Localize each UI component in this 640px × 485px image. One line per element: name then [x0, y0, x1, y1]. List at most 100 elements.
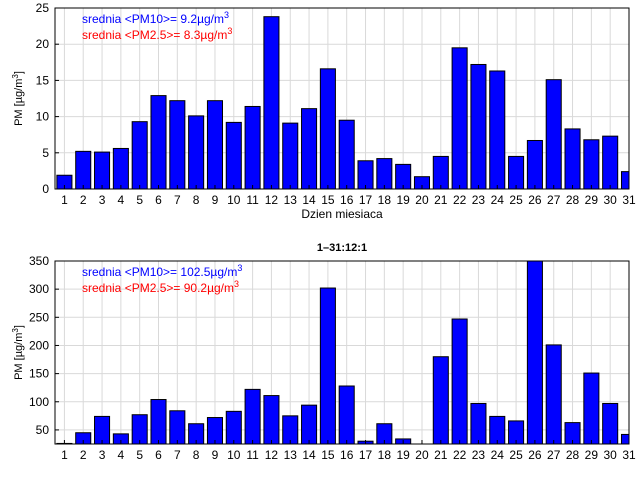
bar-day-7 — [169, 410, 186, 445]
x-tick-label: 7 — [174, 448, 181, 462]
bar-day-21 — [432, 155, 449, 190]
x-tick-label: 26 — [528, 193, 542, 207]
bar-day-6 — [150, 399, 167, 445]
x-tick-label: 5 — [136, 193, 143, 207]
x-tick-label: 25 — [509, 193, 523, 207]
bar-day-26 — [526, 260, 543, 445]
x-axis-label: Dzien miesiaca — [301, 207, 383, 221]
x-tick-label: 17 — [359, 193, 373, 207]
x-tick-label: 20 — [415, 448, 429, 462]
bar-day-18 — [376, 158, 393, 190]
x-tick-label: 24 — [491, 448, 505, 462]
bar-day-27 — [545, 344, 562, 445]
bar-day-16 — [338, 119, 355, 190]
y-tick-label: 250 — [29, 310, 49, 324]
x-tick-label: 22 — [453, 448, 467, 462]
y-tick-label: 350 — [29, 254, 49, 268]
y-tick-label: 5 — [42, 146, 49, 160]
x-tick-label: 30 — [604, 193, 618, 207]
x-tick-label: 5 — [136, 448, 143, 462]
bar-day-15 — [319, 68, 336, 190]
x-tick-label: 27 — [547, 448, 561, 462]
x-tick-label: 22 — [453, 193, 467, 207]
bar-day-10 — [225, 410, 242, 445]
x-tick-label: 29 — [585, 193, 599, 207]
bar-day-31 — [620, 171, 630, 190]
bar-day-7 — [169, 100, 186, 190]
x-tick-label: 29 — [585, 448, 599, 462]
bar-day-27 — [545, 79, 562, 190]
x-tick-label: 1 — [61, 448, 68, 462]
bar-day-8 — [188, 115, 205, 190]
x-tick-label: 15 — [321, 448, 335, 462]
x-tick-label: 9 — [212, 193, 219, 207]
bar-day-11 — [244, 105, 261, 190]
bar-day-17 — [357, 160, 374, 190]
bar-day-23 — [470, 402, 487, 445]
x-tick-label: 23 — [472, 448, 486, 462]
bar-day-13 — [282, 122, 299, 190]
x-tick-label: 3 — [99, 448, 106, 462]
y-tick-label: 50 — [36, 423, 50, 437]
x-tick-label: 14 — [302, 193, 316, 207]
x-tick-label: 13 — [284, 193, 298, 207]
x-tick-label: 16 — [340, 448, 354, 462]
x-tick-label: 8 — [193, 193, 200, 207]
y-tick-label: 0 — [42, 182, 49, 196]
bar-day-14 — [301, 108, 318, 190]
bar-day-3 — [94, 415, 111, 445]
bar-day-12 — [263, 395, 280, 445]
bar-day-9 — [206, 100, 223, 190]
x-tick-label: 20 — [415, 193, 429, 207]
x-tick-label: 21 — [434, 193, 448, 207]
legend-entry-2: srednia <PM2.5>= 8.3µg/m3 — [82, 26, 232, 42]
bar-day-25 — [508, 155, 525, 190]
bar-day-29 — [583, 372, 600, 445]
bar-day-13 — [282, 415, 299, 445]
bar-day-15 — [319, 287, 336, 445]
y-tick-label: 25 — [36, 1, 50, 15]
x-tick-label: 28 — [566, 193, 580, 207]
bar-day-29 — [583, 139, 600, 190]
bar-day-2 — [75, 150, 92, 190]
x-tick-label: 25 — [509, 448, 523, 462]
bar-day-22 — [451, 47, 468, 190]
x-tick-label: 19 — [396, 448, 410, 462]
x-tick-label: 6 — [155, 448, 162, 462]
bar-day-21 — [432, 356, 449, 445]
legend-entry-1: srednia <PM10>= 9.2µg/m3 — [82, 10, 229, 26]
x-tick-label: 18 — [378, 193, 392, 207]
bar-day-11 — [244, 388, 261, 445]
bar-day-23 — [470, 63, 487, 190]
x-tick-label: 11 — [246, 448, 259, 462]
x-tick-label: 19 — [396, 193, 410, 207]
x-tick-label: 10 — [227, 448, 241, 462]
x-tick-label: 26 — [528, 448, 542, 462]
axes-box — [54, 7, 630, 190]
y-tick-label: 10 — [36, 110, 50, 124]
x-tick-label: 21 — [434, 448, 448, 462]
y-tick-label: 15 — [36, 73, 50, 87]
x-tick-label: 15 — [321, 193, 335, 207]
bar-day-5 — [131, 121, 148, 190]
bar-day-24 — [489, 415, 506, 445]
bar-day-14 — [301, 404, 318, 445]
x-tick-label: 1 — [61, 193, 68, 207]
y-tick-label: 20 — [36, 37, 50, 51]
x-tick-label: 12 — [265, 448, 279, 462]
bar-day-4 — [112, 147, 129, 190]
x-tick-label: 7 — [174, 193, 181, 207]
bar-day-30 — [602, 135, 619, 190]
bar-day-6 — [150, 95, 167, 190]
x-tick-label: 4 — [118, 448, 125, 462]
bar-day-22 — [451, 318, 468, 445]
x-tick-label: 31 — [622, 193, 636, 207]
x-tick-label: 2 — [80, 448, 87, 462]
bar-day-10 — [225, 121, 242, 190]
bar-day-24 — [489, 70, 506, 190]
y-tick-label: 200 — [29, 338, 49, 352]
axes-box — [54, 260, 630, 445]
x-tick-label: 9 — [212, 448, 219, 462]
x-tick-label: 24 — [491, 193, 505, 207]
